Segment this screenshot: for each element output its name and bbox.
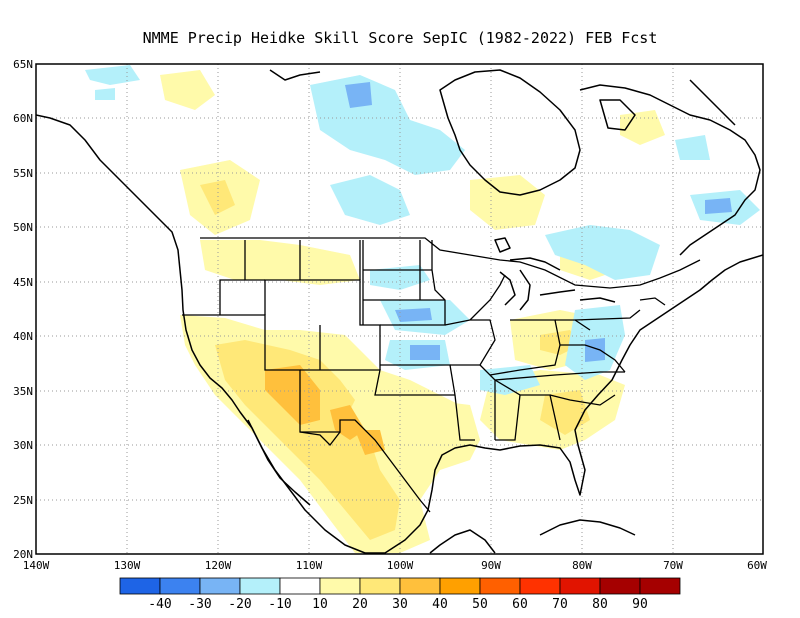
shade-labrador [620,110,665,145]
colorbar: -40 -30 -20 -10 10 20 30 40 50 60 70 80 … [119,577,681,612]
shade-bc-core [200,180,235,215]
map-frame [35,63,764,555]
colorbar-swatch [239,577,281,595]
colorbar-swatch [279,577,321,595]
colorbar-label: 70 [552,597,568,612]
shade-texas-orange [355,430,385,455]
colorbar-swatch [199,577,241,595]
map-area [36,64,763,554]
shade-yukon [160,70,215,110]
shade-sw-core [215,340,400,540]
shade-arizona-orange [265,365,320,425]
colorbar-label: 10 [312,597,328,612]
colorbar-swatch [519,577,561,595]
lon-label: 100W [387,559,414,572]
borders [182,237,701,513]
lon-label: 140W [23,559,50,572]
lat-label: 35N [13,385,33,398]
colorbar-label: 30 [392,597,408,612]
map-title: NMME Precip Heidke Skill Score SepIC (19… [143,29,658,47]
colorbar-label: -30 [188,597,211,612]
colorbar-swatch [119,577,161,595]
lat-label: 50N [13,221,33,234]
shade-mexico-east [430,400,480,455]
colorbar-label: 50 [472,597,488,612]
colorbar-label: -40 [148,597,171,612]
lon-label: 120W [205,559,232,572]
colorbar-swatch [639,577,681,595]
lat-label: 55N [13,167,33,180]
lon-label: 80W [572,559,592,572]
lon-axis: 140W 130W 120W 110W 100W 90W 80W 70W 60W [23,559,768,572]
lat-label: 45N [13,276,33,289]
colorbar-swatch [479,577,521,595]
colorbar-swatch [319,577,361,595]
shade-alaska [85,65,140,85]
lon-label: 110W [296,559,323,572]
colorbar-label: -10 [268,597,291,612]
lat-label: 30N [13,439,33,452]
colorbar-swatch [559,577,601,595]
colorbar-label: 80 [592,597,608,612]
lon-label: 130W [114,559,141,572]
shade-plains-blue [395,308,432,322]
colorbar-swatch [439,577,481,595]
lat-label: 20N [13,548,33,561]
shade-kansas-blue [410,345,440,360]
coastlines [36,69,763,554]
shade-hudson-east [675,135,710,160]
lat-label: 25N [13,494,33,507]
shade-canada-blue [345,82,372,108]
shade-alaska-2 [95,88,115,100]
shade-montana [200,240,360,285]
lat-axis: 65N 60N 55N 50N 45N 40N 35N 30N 25N 20N [13,58,33,561]
shade-ne-blue [705,198,732,214]
colorbar-label: 60 [512,597,528,612]
colorbar-label: 40 [432,597,448,612]
colorbar-swatch [359,577,401,595]
shade-canada-mid [330,175,410,225]
lat-label: 40N [13,330,33,343]
colorbar-label: 20 [352,597,368,612]
shade-hudson [470,175,545,230]
colorbar-swatch [159,577,201,595]
lat-label: 60N [13,112,33,125]
colorbar-label: 90 [632,597,648,612]
shade-va-blue [585,338,605,362]
colorbar-label: -20 [228,597,251,612]
lat-label: 65N [13,58,33,71]
shade-ontario [545,225,660,280]
shade-north-plains [370,265,430,290]
lon-label: 60W [747,559,767,572]
graticule [36,64,763,554]
colorbar-swatch [399,577,441,595]
lon-label: 90W [481,559,501,572]
lon-label: 70W [663,559,683,572]
colorbar-swatch [599,577,641,595]
